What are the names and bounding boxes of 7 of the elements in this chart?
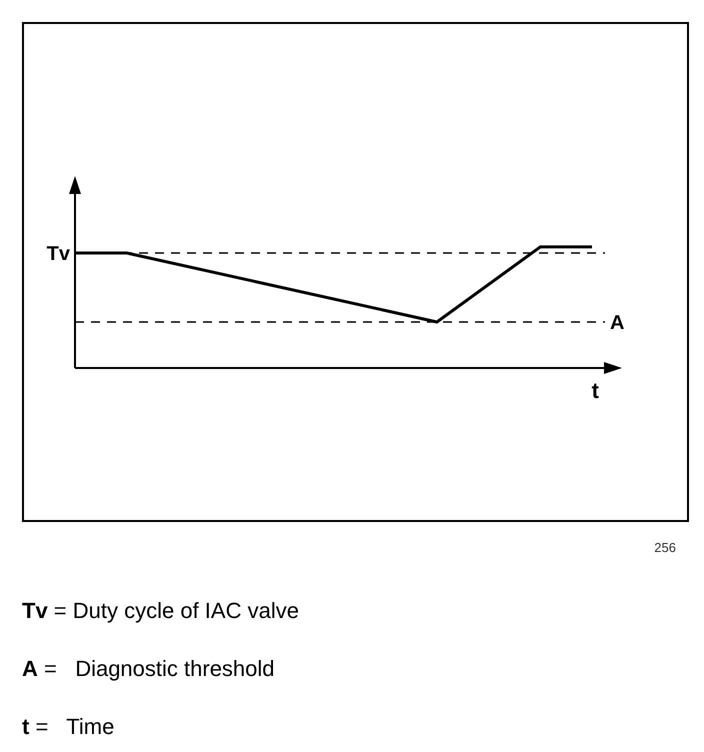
text: A = Diagnostic threshold <box>22 656 275 682</box>
text: Tv = Duty cycle of IAC valve <box>22 598 299 624</box>
x-axis-title: t <box>592 378 600 403</box>
text: 256 <box>654 540 676 555</box>
text: t = Time <box>22 714 114 740</box>
ref-line-label: Tv <box>46 243 71 266</box>
ref-line-label: A <box>610 312 624 334</box>
